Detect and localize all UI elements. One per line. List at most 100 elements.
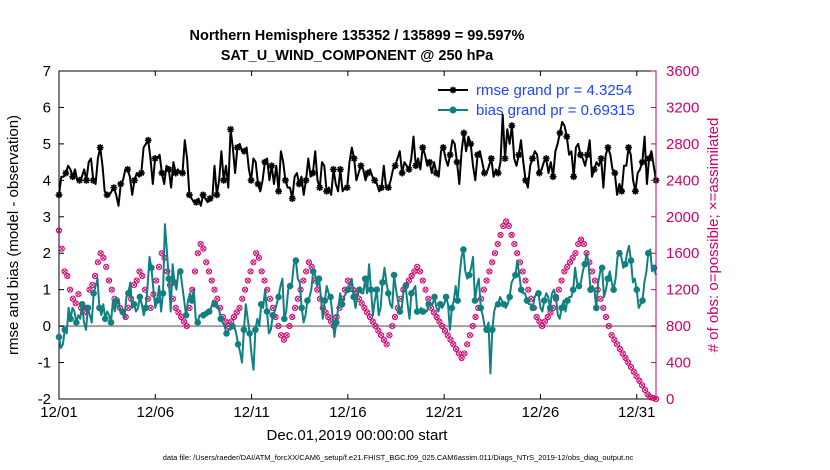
bias-marker [136,293,144,301]
obs-assimilated-marker [287,323,292,329]
obs-possible-marker [627,364,635,371]
obs-assimilated-marker [242,287,248,292]
obs-assimilated-marker [409,273,414,279]
obs-possible-marker [203,259,210,266]
chart-subtitle: SAT_U_WIND_COMPONENT @ 250 hPa [221,48,494,64]
legend: rmse grand pr = 4.3254 bias grand pr = 0.… [438,82,635,119]
bias-line [58,223,657,375]
bias-marker [350,293,357,301]
obs-possible-marker [469,323,476,330]
bias-marker [107,319,115,326]
x-tick-label: 12/31 [618,404,656,421]
obs-possible-marker [497,231,504,239]
bias-marker [644,249,652,257]
obs-possible-marker [569,254,576,261]
rmse-marker [83,176,90,184]
obs-assimilated-marker [495,241,501,247]
bias-marker [460,246,467,253]
obs-possible-marker [633,373,640,380]
obs-assimilated-marker [470,323,476,329]
bias-marker [413,308,421,315]
obs-possible-marker [155,263,163,270]
rmse-marker [254,180,262,188]
bias-marker [61,326,69,334]
obs-possible-marker [533,313,540,321]
bias-marker [367,286,375,293]
bias-marker [593,304,600,312]
legend-marker [449,86,457,94]
bias-marker [234,341,242,348]
obs-possible-marker [639,382,646,389]
obs-assimilated-marker [131,282,137,288]
obs-possible-marker [211,286,218,293]
obs-possible-marker [233,309,240,316]
obs-possible-marker [558,277,565,284]
obs-possible-marker [200,245,207,252]
rmse-marker [529,155,536,162]
rmse-marker [549,173,557,181]
obs-possible-marker [447,336,454,343]
obs-assimilated-marker [106,278,112,283]
obs-assimilated-marker [173,305,178,311]
bias-marker [171,279,178,286]
obs-assimilated-marker [259,269,265,274]
rmse-marker [391,162,399,170]
obs-assimilated-marker [559,278,564,283]
obs-possible-marker [405,277,412,284]
bias-marker [564,297,571,304]
obs-assimilated-marker [489,260,495,265]
rmse-marker [577,151,584,159]
obs-possible-marker [194,250,201,257]
obs-possible-marker [94,259,101,266]
obs-possible-marker [611,336,618,343]
obs-assimilated-marker [281,337,287,343]
obs-assimilated-marker [442,328,448,333]
bias-marker [321,297,329,304]
rmse-marker [185,191,193,199]
obs-assimilated-marker [467,332,473,338]
bias-marker [425,300,433,308]
obs-possible-marker [486,268,493,275]
rmse-marker [405,166,413,173]
rmse-marker [158,169,166,177]
rmse-marker [357,162,365,170]
obs-possible-marker [386,332,393,339]
obs-possible-marker [480,286,487,293]
obs-possible-marker [433,313,440,321]
obs-assimilated-marker [326,314,331,320]
obs-possible-marker [86,286,93,293]
obs-assimilated-marker [384,342,389,347]
bias-marker [113,297,121,304]
obs-assimilated-marker [612,337,617,343]
obs-possible-marker [380,336,387,343]
obs-possible-marker [580,241,587,248]
rmse-marker [632,187,639,195]
bias-marker [621,260,629,268]
rmse-marker [261,158,269,166]
obs-possible-marker [625,359,632,366]
obs-assimilated-marker [62,269,67,274]
obs-possible-marker [450,341,457,348]
obs-assimilated-marker [314,287,320,292]
obs-assimilated-marker [156,264,162,270]
obs-assimilated-marker [201,246,206,251]
obs-possible-marker [191,268,199,275]
rmse-marker [625,144,632,151]
obs-assimilated-marker [592,278,598,283]
obs-possible-marker [566,259,574,266]
obs-possible-marker [472,313,479,321]
obs-possible-marker [247,268,254,275]
y-axis-label: rmse and bias (model - observation) [5,115,22,355]
obs-assimilated-marker [148,305,153,311]
bias-marker [159,290,167,297]
obs-assimilated-marker [245,278,251,283]
bias-marker [298,304,305,312]
obs-possible-marker [525,286,532,293]
bias-marker [338,300,346,308]
obs-assimilated-marker [492,250,498,256]
obs-assimilated-marker [137,269,142,274]
obs-assimilated-marker [223,319,228,324]
rmse-marker [96,144,104,151]
obs-assimilated-marker [420,278,426,283]
rmse-marker [316,184,324,192]
